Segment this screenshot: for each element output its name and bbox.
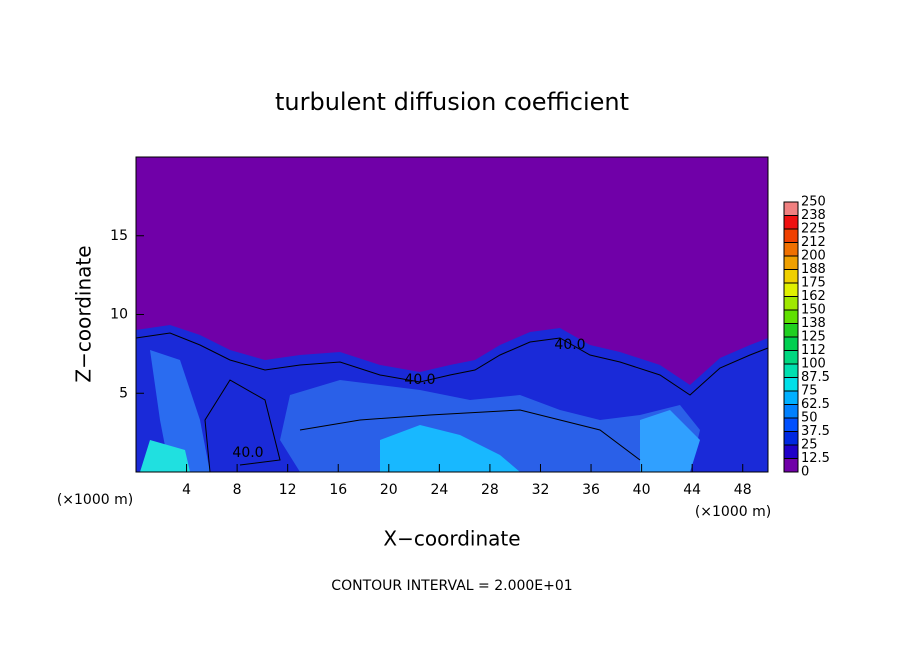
x-tick-label: 12 — [279, 482, 297, 498]
x-tick-label: 40 — [633, 482, 651, 498]
colorbar-label: 50 — [801, 411, 818, 426]
colorbar-label: 212 — [801, 235, 826, 250]
x-tick-label: 44 — [683, 482, 701, 498]
x-tick-label: 24 — [430, 482, 448, 498]
x-tick-label: 8 — [233, 482, 242, 498]
y-axis-title: Z−coordinate — [72, 245, 96, 382]
colorbar-label: 225 — [801, 222, 826, 237]
footer-note: CONTOUR INTERVAL = 2.000E+01 — [331, 578, 572, 594]
colorbar-swatch — [784, 256, 798, 270]
x-tick-label: 36 — [582, 482, 600, 498]
field-patch — [380, 425, 520, 472]
contour-line — [135, 332, 769, 396]
colorbar-label: 87.5 — [801, 370, 830, 385]
x-tick-label: 32 — [532, 482, 550, 498]
y-tick-label: 10 — [110, 307, 128, 323]
colorbar-swatch — [784, 310, 798, 324]
colorbar-swatch — [784, 350, 798, 364]
colorbar-label: 37.5 — [801, 424, 830, 439]
colorbar-swatch — [784, 431, 798, 445]
colorbar-label: 100 — [801, 357, 826, 372]
colorbar-label: 162 — [801, 289, 826, 304]
colorbar-label: 150 — [801, 303, 826, 318]
colorbar-label: 25 — [801, 438, 818, 453]
x-tick-label: 4 — [182, 482, 191, 498]
colorbar-label: 0 — [801, 465, 809, 480]
colorbar-label: 138 — [801, 316, 826, 331]
colorbar-swatch — [784, 445, 798, 459]
colorbar-swatch — [784, 323, 798, 337]
x-tick-label: 28 — [481, 482, 499, 498]
colorbar-label: 62.5 — [801, 397, 830, 412]
colorbar-swatch — [784, 296, 798, 310]
colorbar-label: 112 — [801, 343, 826, 358]
colorbar-swatch — [784, 404, 798, 418]
x-unit-label: (×1000 m) — [695, 504, 771, 520]
colorbar-label: 175 — [801, 276, 826, 291]
colorbar-label: 125 — [801, 330, 826, 345]
colorbar-label: 200 — [801, 249, 826, 264]
colorbar-swatch — [784, 202, 798, 216]
x-tick-label: 20 — [380, 482, 398, 498]
colorbar-swatch — [784, 269, 798, 283]
colorbar-label: 188 — [801, 262, 826, 277]
colorbar-swatch — [784, 418, 798, 432]
colorbar-swatch — [784, 364, 798, 378]
field-patch — [640, 410, 700, 472]
colorbar-label: 250 — [801, 195, 826, 210]
field — [135, 156, 769, 473]
colorbar-swatch — [784, 215, 798, 229]
colorbar-label: 12.5 — [801, 451, 830, 466]
contour-label: 40.0 — [232, 445, 263, 461]
x-tick-label: 48 — [734, 482, 752, 498]
colorbar-swatch — [784, 377, 798, 391]
colorbar-swatch — [784, 391, 798, 405]
y-tick-label: 5 — [119, 385, 128, 401]
colorbar-swatch — [784, 229, 798, 243]
colorbar-swatch — [784, 242, 798, 256]
contour-line — [299, 409, 641, 461]
contour-label: 40.0 — [554, 337, 585, 353]
x-tick-label: 16 — [329, 482, 347, 498]
contour-label: 40.0 — [404, 372, 435, 388]
colorbar-label: 238 — [801, 208, 826, 223]
field-patch — [150, 350, 210, 472]
colorbar-swatch — [784, 283, 798, 297]
colorbar-swatch — [784, 337, 798, 351]
chart-title: turbulent diffusion coefficient — [275, 88, 629, 116]
colorbar-label: 75 — [801, 384, 818, 399]
x-axis-title: X−coordinate — [383, 527, 520, 551]
contour-line — [204, 379, 281, 473]
colorbar-swatch — [784, 458, 798, 472]
field-patch — [140, 440, 190, 472]
y-tick-label: 15 — [110, 228, 128, 244]
x-unit-label: (×1000 m) — [57, 492, 133, 508]
